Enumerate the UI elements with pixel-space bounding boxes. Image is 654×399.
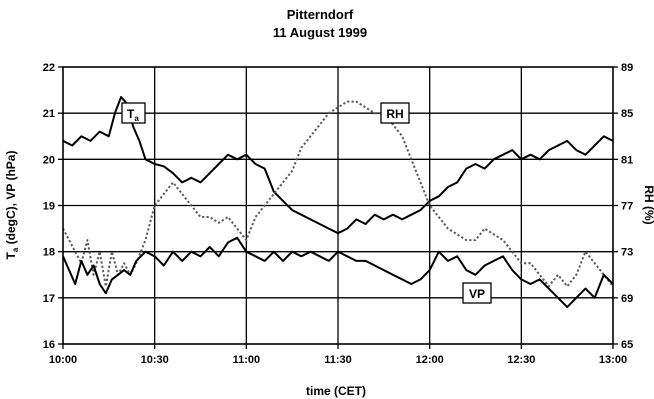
legend-tag-ta: Ta	[122, 103, 145, 123]
x-tick-label: 11:00	[233, 354, 261, 366]
legend-tag-rh: RH	[381, 103, 409, 123]
y-axis-left: 16 17 18 19 20 21 22	[43, 62, 63, 351]
legend-tag-ta-sub: a	[134, 114, 139, 123]
y-left-tick-label: 16	[43, 339, 55, 351]
y-right-tick-label: 81	[621, 154, 633, 166]
y-axis-left-label: Ta (degC), VP (hPa)	[4, 151, 20, 260]
y-axis-right-label: RH (%)	[642, 185, 654, 224]
y-left-tick-label: 21	[43, 108, 55, 120]
y-right-tick-label: 89	[621, 62, 633, 74]
y-left-tick-label: 22	[43, 62, 55, 74]
x-axis-label: time (CET)	[306, 384, 366, 398]
x-tick-label: 10:00	[49, 354, 77, 366]
y-right-tick-label: 77	[621, 201, 633, 213]
x-tick-label: 12:00	[416, 354, 444, 366]
x-tick-label: 13:00	[599, 354, 627, 366]
y-right-tick-label: 85	[621, 108, 633, 120]
y-right-tick-label: 69	[621, 293, 633, 305]
x-axis: 10:00 10:30 11:00 11:30 12:00 12:30 13:00	[49, 344, 627, 366]
y-axis-left-label-rest: (degC), VP (hPa)	[4, 151, 18, 248]
x-tick-label: 12:30	[507, 354, 535, 366]
x-tick-label: 11:30	[324, 354, 352, 366]
y-left-tick-label: 18	[43, 247, 55, 259]
y-left-tick-label: 17	[43, 293, 55, 305]
x-tick-label: 10:30	[141, 354, 169, 366]
y-left-tick-label: 19	[43, 201, 55, 213]
y-left-tick-label: 20	[43, 154, 55, 166]
legend-tag-vp: VP	[463, 283, 491, 303]
chart-subtitle: 11 August 1999	[273, 25, 367, 40]
chart-title: Pitterndorf	[287, 7, 354, 22]
legend-tag-vp-text: VP	[469, 287, 485, 301]
legend-tag-rh-text: RH	[386, 107, 403, 121]
y-right-tick-label: 65	[621, 339, 633, 351]
y-right-tick-label: 73	[621, 247, 633, 259]
y-axis-right: 65 69 73 77 81 85 89	[613, 62, 633, 351]
